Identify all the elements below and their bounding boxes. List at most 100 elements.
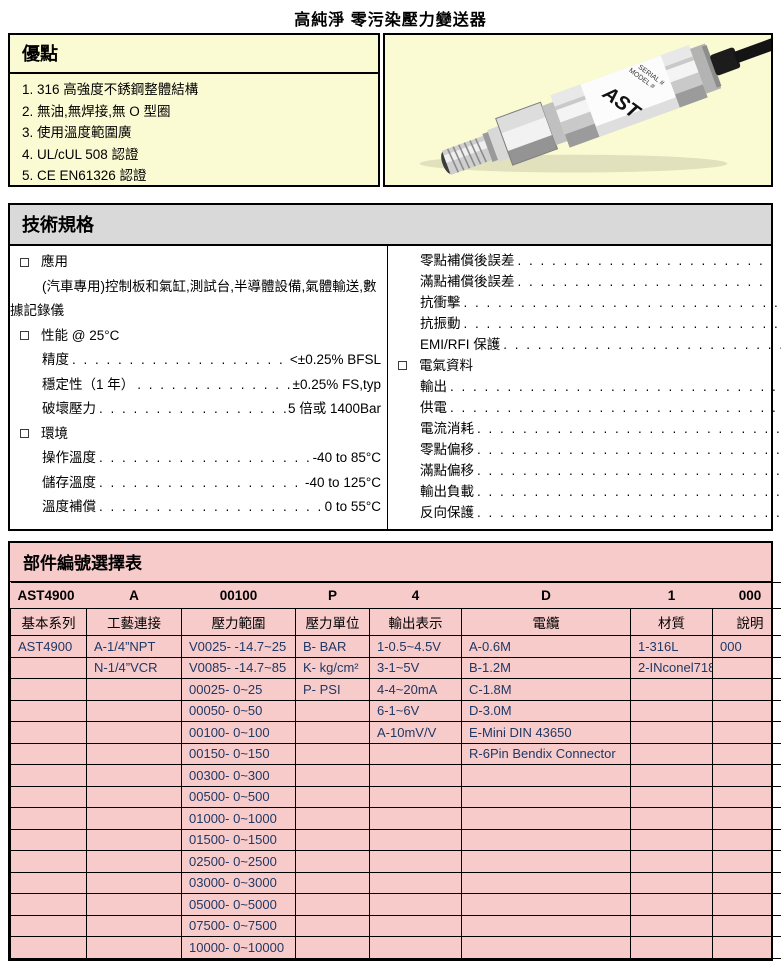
spec-label: 精度 bbox=[42, 348, 69, 373]
table-cell bbox=[87, 915, 182, 937]
table-cell bbox=[713, 937, 781, 959]
table-cell: A-0.6M bbox=[462, 636, 631, 658]
table-cell: 01500- 0~1500 bbox=[182, 829, 296, 851]
dot-leader bbox=[515, 250, 781, 271]
table-cell bbox=[11, 829, 87, 851]
code-cell: 4 bbox=[370, 583, 462, 609]
table-cell bbox=[462, 872, 631, 894]
spec-line: 輸出 4-20mA,V(.25~6V bbox=[388, 376, 781, 397]
table-cell: 00300- 0~300 bbox=[182, 765, 296, 787]
spec-label: 環境 bbox=[41, 422, 68, 447]
table-cell bbox=[11, 808, 87, 830]
table-cell bbox=[87, 937, 182, 959]
table-cell bbox=[631, 808, 713, 830]
bullet-square-icon bbox=[20, 258, 29, 267]
advantage-item: 4. UL/cUL 508 認證 bbox=[22, 144, 366, 166]
table-cell bbox=[370, 808, 462, 830]
table-cell bbox=[462, 765, 631, 787]
advantage-item: 3. 使用溫度範圍廣 bbox=[22, 122, 366, 144]
table-cell bbox=[296, 765, 370, 787]
spec-line: (汽車專用)控制板和氣缸,測試台,半導體設備,氣體輸送,數據記錄儀 bbox=[10, 275, 387, 324]
spec-line: 滿點補償後誤差 <±1.5% of FS bbox=[388, 271, 781, 292]
table-cell: 2-INconel718 bbox=[631, 657, 713, 679]
table-cell bbox=[462, 786, 631, 808]
table-cell: 03000- 0~3000 bbox=[182, 872, 296, 894]
spec-value: 5 倍或 1400Bar bbox=[288, 397, 381, 422]
table-cell bbox=[87, 765, 182, 787]
spec-line: 抗振動 20G,20~2400Hz bbox=[388, 313, 781, 334]
code-cell: 1 bbox=[631, 583, 713, 609]
table-cell bbox=[87, 851, 182, 873]
table-cell bbox=[462, 851, 631, 873]
dot-leader bbox=[461, 313, 781, 334]
table-cell bbox=[713, 894, 781, 916]
code-cell: A bbox=[87, 583, 182, 609]
table-cell bbox=[296, 851, 370, 873]
spec-line: 零點補償後誤差 <±1.5% of FS bbox=[388, 250, 781, 271]
spec-label: 電流消耗 bbox=[420, 418, 474, 439]
table-cell bbox=[296, 937, 370, 959]
code-cell: P bbox=[296, 583, 370, 609]
table-cell: 4-4~20mA bbox=[370, 679, 462, 701]
table-cell: E-Mini DIN 43650 bbox=[462, 722, 631, 744]
spec-line: 操作溫度 -40 to 85°C bbox=[10, 446, 387, 471]
spec-label: 抗衝擊 bbox=[420, 292, 461, 313]
table-row: 00150- 0~150 R-6Pin Bendix Connector bbox=[11, 743, 781, 765]
table-cell bbox=[631, 700, 713, 722]
advantages-box: 優點 1. 316 高強度不銹鋼整體結構 2. 無油,無焊接,無 O 型圈 3.… bbox=[8, 33, 380, 187]
table-cell bbox=[87, 894, 182, 916]
table-cell: 05000- 0~5000 bbox=[182, 894, 296, 916]
spec-line: 零點偏移 <±1% FS bbox=[388, 439, 781, 460]
column-header: 工藝連接 bbox=[87, 609, 182, 636]
dot-leader bbox=[474, 502, 781, 523]
table-cell bbox=[631, 679, 713, 701]
dot-leader bbox=[96, 397, 288, 422]
table-cell: 00500- 0~500 bbox=[182, 786, 296, 808]
table-row: 00050- 0~50 6-1~6V D-3.0M bbox=[11, 700, 781, 722]
table-cell bbox=[11, 851, 87, 873]
tech-specs-body: 應用 (汽車專用)控制板和氣缸,測試台,半導體設備,氣體輸送,數據記錄儀 bbox=[10, 246, 771, 529]
table-cell bbox=[631, 829, 713, 851]
table-cell bbox=[631, 872, 713, 894]
page-title: 高純淨 零污染壓力變送器 bbox=[8, 4, 773, 33]
code-cell: D bbox=[462, 583, 631, 609]
table-cell: 00025- 0~25 bbox=[182, 679, 296, 701]
table-cell: 01000- 0~1000 bbox=[182, 808, 296, 830]
product-photo: AST MODEL # SERIAL # bbox=[385, 35, 771, 185]
spec-label: 操作溫度 bbox=[42, 446, 96, 471]
column-header: 基本系列 bbox=[11, 609, 87, 636]
spec-line: 性能 @ 25°C bbox=[10, 324, 387, 349]
table-cell bbox=[11, 657, 87, 679]
table-cell bbox=[296, 808, 370, 830]
spec-label: 滿點補償後誤差 bbox=[420, 271, 515, 292]
table-cell: 00050- 0~50 bbox=[182, 700, 296, 722]
spec-label: 輸出負載 bbox=[420, 481, 474, 502]
table-cell bbox=[296, 894, 370, 916]
column-header: 壓力範圍 bbox=[182, 609, 296, 636]
spec-line: 抗衝擊 100G bbox=[388, 292, 781, 313]
table-cell bbox=[370, 915, 462, 937]
table-cell bbox=[296, 722, 370, 744]
dot-leader bbox=[474, 460, 781, 481]
table-cell bbox=[631, 937, 713, 959]
table-cell bbox=[713, 743, 781, 765]
table-cell bbox=[370, 937, 462, 959]
table-cell bbox=[631, 851, 713, 873]
table-row: 00025- 0~25 P- PSI 4-4~20mA C-1.8M bbox=[11, 679, 781, 701]
table-cell bbox=[11, 700, 87, 722]
table-cell bbox=[370, 765, 462, 787]
table-cell bbox=[87, 829, 182, 851]
code-cell: 00100 bbox=[182, 583, 296, 609]
table-cell: 000 bbox=[713, 636, 781, 658]
part-code-row: AST4900 A 00100 P 4 D 1 000 bbox=[11, 583, 781, 609]
table-cell bbox=[11, 937, 87, 959]
table-cell: 1-0.5~4.5V bbox=[370, 636, 462, 658]
table-cell bbox=[296, 829, 370, 851]
table-cell bbox=[713, 786, 781, 808]
table-cell bbox=[11, 679, 87, 701]
table-cell bbox=[713, 722, 781, 744]
spec-line: 溫度補償 0 to 55°C bbox=[10, 495, 387, 520]
spec-label: 性能 @ 25°C bbox=[41, 324, 119, 349]
spec-line: EMI/RFI 保護 有 IP66 bbox=[388, 334, 781, 355]
